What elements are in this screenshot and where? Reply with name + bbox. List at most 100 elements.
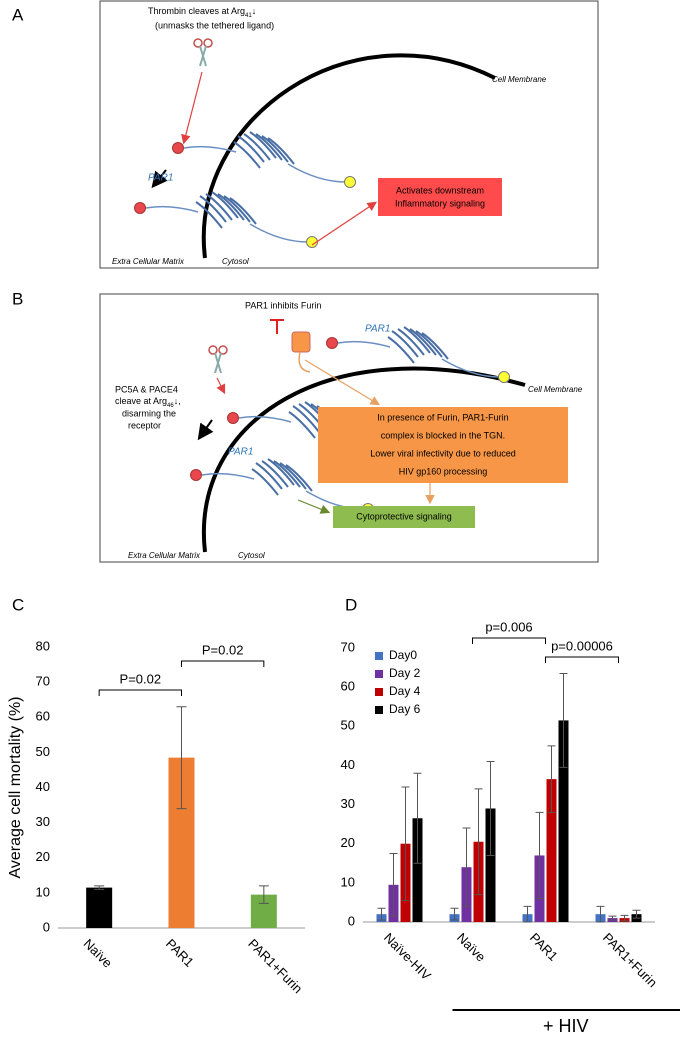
error-bar	[547, 745, 556, 813]
bar	[485, 808, 496, 922]
annotation: p=0.006	[485, 619, 532, 634]
error-bar	[596, 905, 605, 923]
label: Inflammatory signaling	[395, 198, 485, 208]
x-tick-label: PAR1+Furin	[245, 936, 305, 996]
error-bar	[474, 788, 483, 896]
x-tick-label: PAR1	[527, 930, 561, 964]
label: Cytoprotective signaling	[356, 511, 452, 521]
label: Cell Membrane	[528, 385, 583, 394]
y-tick-label: 30	[36, 814, 50, 829]
receptor-label: PAR1	[365, 324, 390, 335]
panel-label: C	[12, 595, 24, 614]
error-bar	[389, 853, 398, 917]
y-tick-label: 50	[341, 718, 355, 733]
arrow	[216, 377, 226, 395]
y-tick-label: 0	[43, 919, 50, 934]
legend-label: Day0	[389, 648, 417, 662]
signal-box	[333, 506, 475, 528]
significance-bracket	[98, 689, 182, 696]
annotation: P=0.02	[120, 671, 162, 686]
legend-swatch	[375, 706, 383, 714]
x-tick-label: PAR1	[163, 936, 197, 970]
y-tick-label: 50	[36, 744, 50, 759]
error-bar	[176, 706, 187, 810]
x-tick-label: Naïve	[81, 936, 116, 971]
panel-label: D	[345, 595, 357, 614]
y-tick-label: 70	[341, 639, 355, 654]
y-tick-label: 60	[341, 679, 355, 694]
signal-box	[378, 178, 502, 216]
legend-label: Day 6	[389, 702, 421, 716]
label: complex is blocked in the TGN.	[381, 430, 505, 440]
y-tick-label: 0	[348, 913, 355, 928]
label: cleave at Arg46↓,	[115, 396, 181, 408]
label: Cytosol	[238, 551, 265, 560]
legend-swatch	[375, 652, 383, 660]
label: receptor	[128, 420, 161, 430]
x-tick-label: PAR1+Furin	[600, 930, 660, 990]
legend-swatch	[375, 670, 383, 678]
annotation: P=0.02	[202, 642, 244, 657]
furin	[291, 331, 311, 353]
label: In presence of Furin, PAR1-Furin	[377, 412, 508, 422]
significance-bracket	[181, 660, 265, 667]
error-bar	[559, 672, 568, 768]
error-bar	[450, 907, 459, 921]
arrow	[297, 499, 331, 514]
error-bar	[377, 907, 386, 921]
y-tick-label: 10	[341, 874, 355, 889]
label: Cytosol	[222, 257, 249, 266]
arrow	[311, 201, 377, 246]
y-axis-label: Average cell mortality (%)	[7, 697, 24, 879]
error-bar	[462, 827, 471, 907]
error-bar	[94, 885, 105, 890]
group-label: + HIV	[543, 1016, 589, 1036]
bar	[558, 720, 569, 922]
panel-frame	[99, 0, 599, 269]
annotation: p=0.00006	[551, 638, 613, 653]
error-bar	[523, 905, 532, 923]
label: PAR1 inhibits Furin	[245, 300, 321, 310]
label: Extra Cellular Matrix	[128, 551, 201, 560]
subscript: 46	[167, 403, 174, 409]
label: Extra Cellular Matrix	[112, 257, 185, 266]
error-bar	[413, 772, 422, 864]
label: Thrombin cleaves at Arg	[148, 6, 245, 16]
bar	[86, 887, 113, 928]
label: ↓,	[174, 396, 181, 406]
label: (unmasks the tethered ligand)	[155, 20, 274, 30]
error-bar	[608, 915, 617, 921]
y-tick-label: 60	[36, 709, 50, 724]
y-tick-label: 40	[36, 779, 50, 794]
label: ↓	[252, 6, 257, 16]
label: PC5A & PACE4	[115, 384, 178, 394]
error-bar	[620, 914, 629, 922]
arrow	[304, 359, 381, 406]
label: Lower viral infectivity due to reduced	[370, 448, 516, 458]
label: cleave at Arg	[115, 396, 167, 406]
label: disarming the	[122, 408, 176, 418]
legend-swatch	[375, 688, 383, 696]
furin-tail	[298, 351, 311, 373]
error-bar	[401, 786, 410, 901]
label: HIV gp160 processing	[399, 466, 488, 476]
y-tick-label: 10	[36, 884, 50, 899]
arrow	[181, 71, 203, 145]
y-tick-label: 20	[36, 849, 50, 864]
error-bar	[258, 885, 269, 904]
legend-label: Day 4	[389, 684, 421, 698]
inhibit-mark	[270, 319, 284, 334]
bar	[412, 818, 423, 922]
y-tick-label: 70	[36, 674, 50, 689]
error-bar	[535, 811, 544, 900]
y-tick-label: 30	[341, 796, 355, 811]
legend-label: Day 2	[389, 666, 421, 680]
x-tick-label: Naïve	[454, 930, 489, 965]
arrow	[151, 169, 168, 189]
error-bar	[486, 761, 495, 856]
bar	[546, 779, 557, 922]
panel-label: A	[12, 5, 24, 24]
label: Cell Membrane	[492, 75, 547, 84]
y-tick-label: 40	[341, 757, 355, 772]
